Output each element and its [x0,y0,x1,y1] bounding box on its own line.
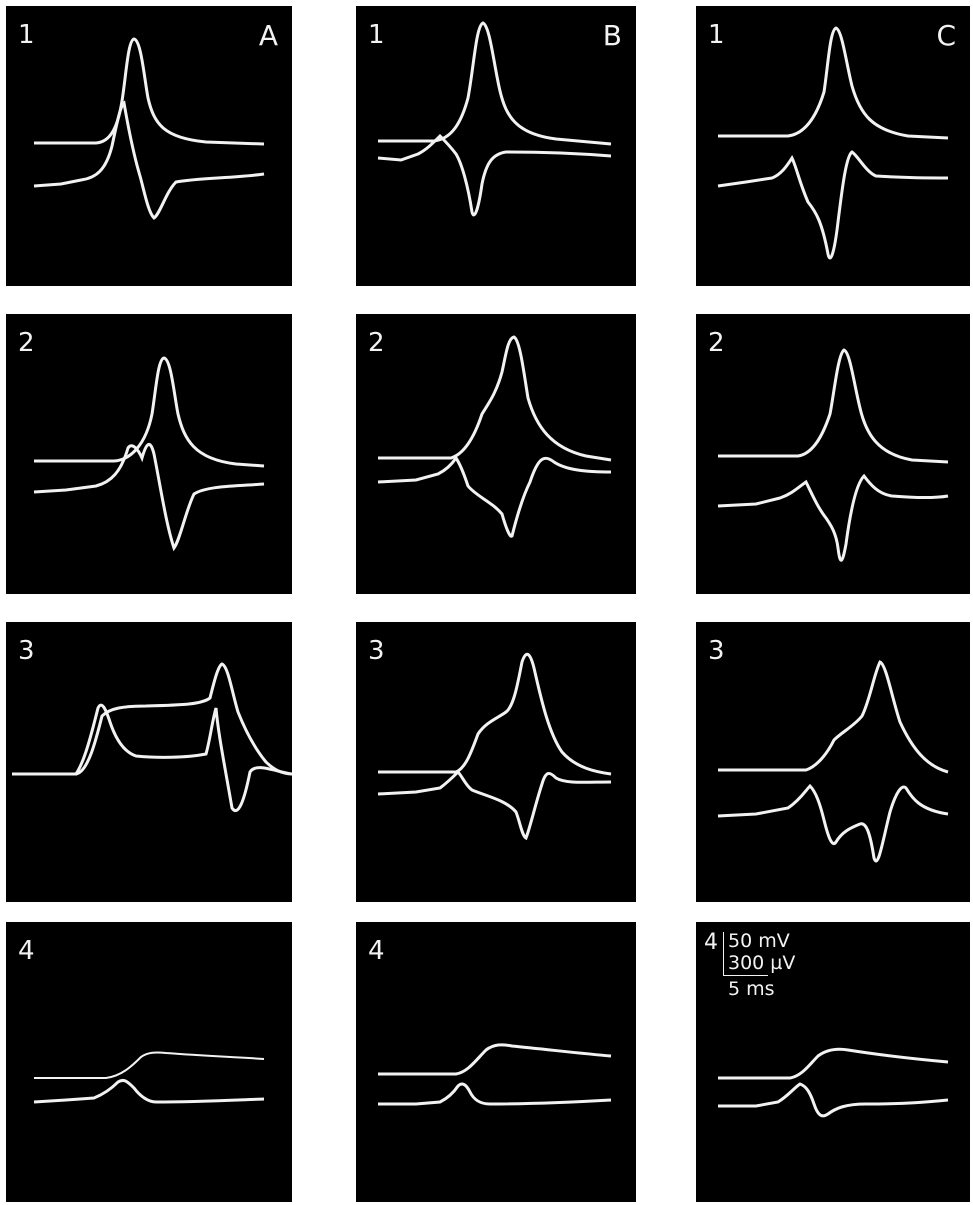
extracellular-trace [33,1078,265,1104]
row-label: 4 [368,936,385,966]
traces [378,1043,612,1106]
intracellular-trace [718,348,949,464]
row-label: 1 [368,20,385,50]
extracellular-trace [717,783,949,863]
row-label: 1 [18,20,35,50]
panel-A1: 1 A [6,6,292,286]
panel-C3: 3 [696,622,970,902]
traces [33,356,265,552]
traces [377,21,612,217]
row-label: 1 [708,20,725,50]
extracellular-trace [12,703,292,812]
intracellular-trace [718,660,949,774]
intracellular-trace [34,1051,265,1079]
intracellular-trace [718,1047,949,1080]
intracellular-trace [34,356,265,468]
traces [377,652,612,841]
scale-extracellular-voltage: 300 µV [728,952,796,974]
column-label: B [602,19,622,52]
row-label: 4 [704,930,718,955]
extracellular-trace [717,150,949,260]
row-label: 4 [18,936,35,966]
intracellular-trace [34,37,265,146]
intracellular-trace [378,335,612,462]
extracellular-trace [377,133,612,217]
traces [12,662,292,812]
scale-bar-vertical [723,932,724,976]
panel-B1: 1 B [356,6,636,286]
extracellular-trace [33,443,265,552]
traces [33,37,265,220]
extracellular-trace [377,769,612,841]
traces [717,660,949,863]
extracellular-trace [378,1082,612,1106]
row-label: 2 [368,328,385,358]
row-label: 3 [18,636,35,666]
intracellular-trace [378,1043,612,1076]
extracellular-trace [33,100,265,220]
scale-time: 5 ms [728,978,775,1000]
intracellular-trace [12,662,292,776]
row-label: 2 [708,328,725,358]
traces [717,348,949,562]
row-label: 3 [708,636,725,666]
extracellular-trace [377,455,612,538]
panel-A4: 4 [6,922,292,1202]
intracellular-trace [378,21,612,146]
row-label: 3 [368,636,385,666]
column-label: A [258,19,278,52]
panel-A2: 2 [6,314,292,594]
scale-intracellular-voltage: 50 mV [728,930,790,952]
extracellular-trace [717,473,949,562]
row-label: 2 [18,328,35,358]
traces [377,335,612,538]
panel-C1: 1 C [696,6,970,286]
panel-A3: 3 [6,622,292,902]
panel-B4: 4 [356,922,636,1202]
column-label: C [936,19,956,52]
intracellular-trace [718,26,949,140]
traces [718,1047,949,1118]
traces [717,26,949,260]
scale-bar-horizontal [723,975,768,976]
traces [33,1051,265,1104]
extracellular-trace [718,1082,949,1118]
panel-C2: 2 [696,314,970,594]
panel-B2: 2 [356,314,636,594]
panel-B3: 3 [356,622,636,902]
intracellular-trace [378,652,612,776]
panel-C4: 4 50 mV 300 µV 5 ms [696,922,970,1202]
